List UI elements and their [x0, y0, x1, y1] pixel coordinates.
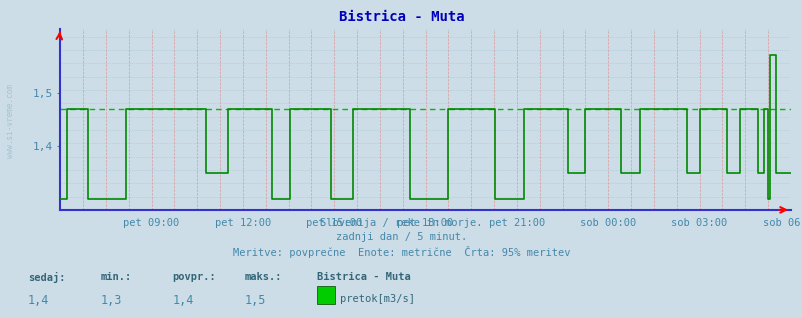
Text: Slovenija / reke in morje.: Slovenija / reke in morje.: [320, 218, 482, 228]
Text: maks.:: maks.:: [245, 272, 282, 282]
Text: 1,5: 1,5: [245, 294, 266, 307]
Text: Bistrica - Muta: Bistrica - Muta: [317, 272, 411, 282]
Text: sedaj:: sedaj:: [28, 272, 66, 283]
Text: 1,3: 1,3: [100, 294, 122, 307]
Text: 1,4: 1,4: [172, 294, 194, 307]
Text: min.:: min.:: [100, 272, 132, 282]
Text: www.si-vreme.com: www.si-vreme.com: [6, 84, 15, 158]
Text: Meritve: povprečne  Enote: metrične  Črta: 95% meritev: Meritve: povprečne Enote: metrične Črta:…: [233, 246, 569, 259]
Text: povpr.:: povpr.:: [172, 272, 216, 282]
Text: zadnji dan / 5 minut.: zadnji dan / 5 minut.: [335, 232, 467, 242]
Text: pretok[m3/s]: pretok[m3/s]: [339, 294, 414, 304]
Text: Bistrica - Muta: Bistrica - Muta: [338, 10, 464, 24]
Text: 1,4: 1,4: [28, 294, 50, 307]
